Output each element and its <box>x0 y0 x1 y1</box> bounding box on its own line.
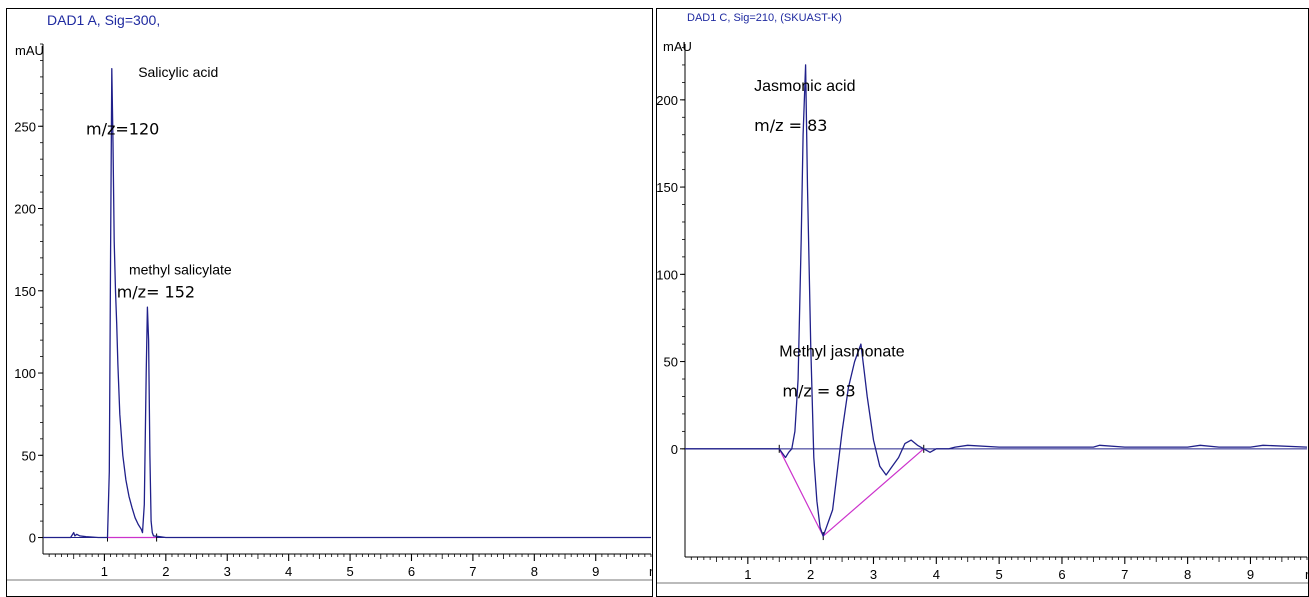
chromatogram-panel-right: DAD1 C, Sig=210, (SKUAST-K) mAU 0 50 100 150 2… <box>656 8 1309 597</box>
x-axis-label: m <box>1305 567 1309 582</box>
x-axis-label: m <box>649 564 653 579</box>
x-tick-label: 3 <box>224 564 231 579</box>
x-tick-label: 5 <box>996 567 1003 582</box>
compound-annotation: Methyl jasmonate <box>779 343 904 360</box>
chromatogram-panel-left: DAD1 A, Sig=300, mAU 0 50 100 150 200 250 1 2 3 4 5 6… <box>6 8 653 597</box>
mz-annotation: m/z= 152 <box>117 282 195 301</box>
y-tick-label: 200 <box>657 93 678 108</box>
y-tick-label: 50 <box>22 448 36 463</box>
y-axis-label: mAU <box>663 39 692 54</box>
x-tick-label: 7 <box>469 564 476 579</box>
x-tick-label: 6 <box>408 564 415 579</box>
compound-annotation: Jasmonic acid <box>754 78 855 95</box>
x-tick-label: 2 <box>162 564 169 579</box>
x-tick-label: 2 <box>807 567 814 582</box>
x-tick-label: 3 <box>870 567 877 582</box>
chromatogram-trace <box>685 64 1308 537</box>
y-tick-label: 100 <box>657 267 678 282</box>
x-tick-label: 4 <box>285 564 292 579</box>
y-tick-label: 150 <box>657 180 678 195</box>
chart-title: DAD1 C, Sig=210, (SKUAST-K) <box>687 12 842 24</box>
mz-annotation: m/z = 83 <box>754 116 827 135</box>
x-tick-label: 9 <box>592 564 599 579</box>
y-tick-label: 250 <box>14 119 36 134</box>
compound-annotation: Salicylic acid <box>138 64 218 80</box>
x-tick-label: 6 <box>1058 567 1065 582</box>
y-tick-label: 0 <box>671 442 678 457</box>
x-tick-label: 9 <box>1247 567 1254 582</box>
x-tick-label: 1 <box>101 564 108 579</box>
chart-title: DAD1 A, Sig=300, <box>47 12 160 28</box>
x-tick-label: 1 <box>744 567 751 582</box>
chromatogram-left-svg: DAD1 A, Sig=300,mAU 0 50 100 150 200 250 1 2 3 4 5 6… <box>7 12 653 581</box>
x-tick-label: 4 <box>933 567 940 582</box>
x-tick-label: 8 <box>531 564 538 579</box>
y-tick-label: 200 <box>14 202 36 217</box>
y-axis-label: mAU <box>15 43 44 58</box>
mz-annotation: m/z=120 <box>86 119 159 138</box>
y-tick-label: 0 <box>29 531 36 546</box>
integration-baseline <box>778 448 925 538</box>
y-tick-label: 150 <box>14 284 36 299</box>
chromatogram-trace <box>43 68 651 539</box>
compound-annotation: methyl salicylate <box>129 261 232 277</box>
chromatogram-right-svg: DAD1 C, Sig=210, (SKUAST-K) mAU 0 50 100 150 2… <box>657 12 1309 584</box>
x-tick-label: 8 <box>1184 567 1191 582</box>
x-tick-label: 7 <box>1121 567 1128 582</box>
y-tick-label: 100 <box>14 366 36 381</box>
mz-annotation: m/z = 83 <box>782 381 855 400</box>
y-tick-label: 50 <box>664 355 678 370</box>
x-tick-label: 5 <box>346 564 353 579</box>
